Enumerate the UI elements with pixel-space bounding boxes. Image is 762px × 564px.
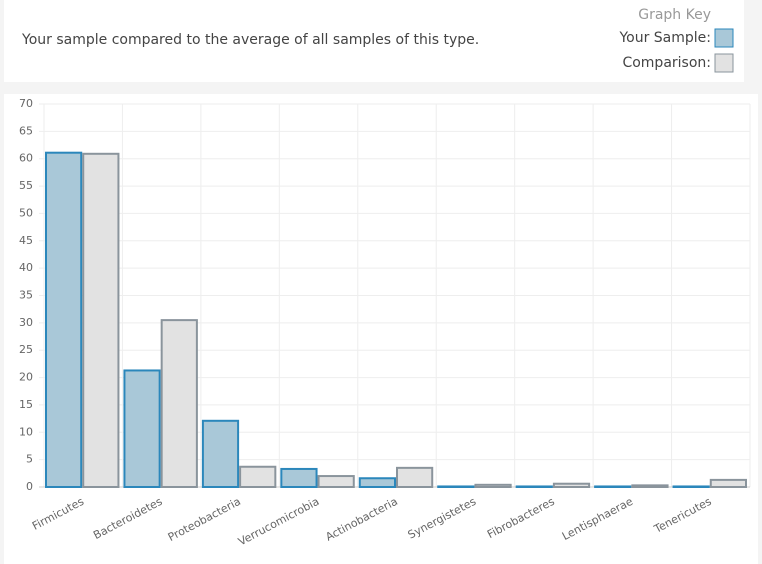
bar — [437, 485, 475, 488]
y-tick-label: 10 — [19, 425, 33, 438]
y-tick-label: 70 — [19, 97, 33, 110]
y-tick-label: 35 — [19, 289, 33, 302]
y-tick-label: 60 — [19, 152, 33, 165]
bar — [201, 419, 240, 488]
y-tick-label: 0 — [26, 480, 33, 493]
legend-swatch — [714, 28, 734, 48]
y-tick-label: 50 — [19, 206, 33, 219]
bar — [160, 319, 198, 488]
bar — [280, 467, 318, 488]
y-tick-label: 15 — [19, 398, 33, 411]
y-tick-label: 55 — [19, 179, 33, 192]
bar — [709, 478, 747, 489]
bar — [515, 485, 553, 488]
y-tick-label: 45 — [19, 234, 33, 247]
y-tick-label: 40 — [19, 261, 33, 274]
legend-label: Comparison: — [622, 55, 711, 71]
bar — [123, 369, 161, 488]
y-tick-label: 5 — [26, 453, 33, 466]
y-tick-label: 20 — [19, 371, 33, 384]
chart-title: Your sample compared to the average of a… — [21, 32, 479, 48]
legend-swatch — [714, 53, 734, 73]
legend-label: Your Sample: — [618, 30, 711, 46]
bar — [317, 475, 355, 488]
bar — [631, 484, 669, 489]
bar — [239, 465, 277, 488]
y-tick-label: 65 — [19, 124, 33, 137]
y-tick-label: 30 — [19, 316, 33, 329]
bar — [82, 152, 120, 488]
bar — [474, 483, 512, 489]
bar — [45, 151, 83, 488]
bar — [358, 477, 396, 489]
bar — [672, 485, 710, 488]
y-tick-label: 25 — [19, 343, 33, 356]
bar — [594, 485, 632, 488]
header-panel — [4, 0, 744, 82]
bar — [552, 482, 591, 488]
legend-title: Graph Key — [638, 7, 711, 23]
bar — [396, 466, 434, 489]
